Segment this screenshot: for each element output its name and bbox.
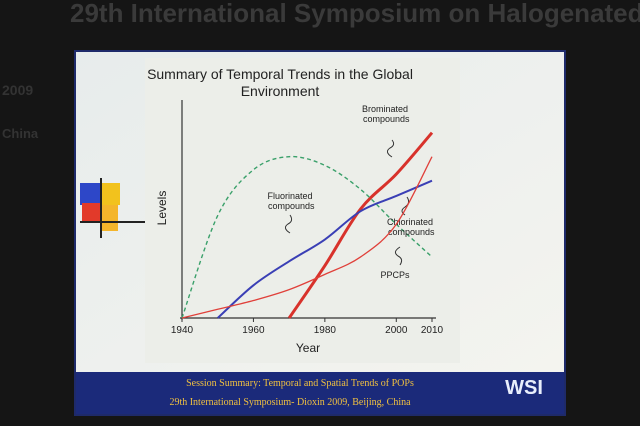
x-tick-label: 1960 — [242, 325, 265, 336]
footer-band — [76, 372, 564, 414]
series-label: Chlorinated compounds — [385, 217, 435, 237]
pointer — [386, 139, 395, 158]
series-line — [181, 156, 433, 319]
chart-panel — [145, 58, 460, 363]
logo: WSI — [505, 377, 543, 399]
series-line — [181, 155, 433, 319]
pointer — [394, 246, 403, 266]
pointer — [284, 214, 293, 234]
pointer — [401, 196, 410, 216]
series-label: Fluorinated compounds — [265, 191, 315, 211]
decor — [82, 203, 100, 223]
decor — [100, 183, 120, 205]
series-line — [217, 179, 433, 319]
x-tick-label: 1980 — [314, 325, 337, 336]
x-tick-label: 2000 — [385, 325, 408, 336]
x-axis-label: Year — [296, 341, 320, 355]
series-label: Brominated compounds — [360, 104, 410, 124]
y-axis-label: Levels — [155, 191, 169, 226]
footer-line: 29th International Symposium- Dioxin 200… — [169, 397, 411, 408]
series-label: PPCPs — [380, 270, 410, 280]
banner: 29th International Symposium on Halogena… — [70, 0, 640, 28]
side-year: 2009 — [2, 82, 33, 98]
chart: Year Levels 1940 1960 1980 2000 2010 Brominat… — [155, 100, 444, 355]
series-line — [287, 131, 434, 319]
chart-title: Summary of Temporal Trends in the Global… — [147, 66, 413, 99]
decor — [100, 205, 118, 231]
x-tick-label: 2010 — [421, 325, 444, 336]
footer-line: Session Summary: Temporal and Spatial Tr… — [186, 378, 414, 389]
side-place: China — [2, 126, 39, 141]
x-tick-label: 1940 — [171, 325, 194, 336]
decor — [80, 183, 102, 205]
